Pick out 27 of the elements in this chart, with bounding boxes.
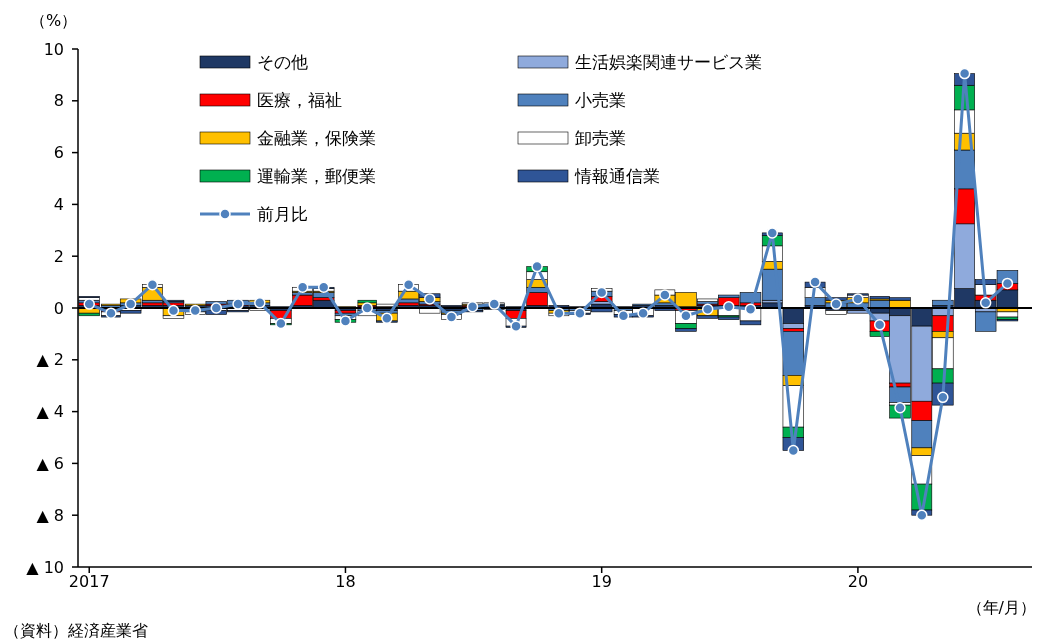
legend-label: 小売業 — [575, 90, 626, 110]
legend-label: 金融業，保険業 — [257, 128, 376, 148]
legend-label: 生活娯楽関連サービス業 — [575, 52, 762, 72]
legend-label: その他 — [257, 52, 308, 72]
legend-label: 情報通信業 — [574, 166, 660, 186]
y-tick-label: 0 — [53, 298, 64, 318]
legend-label: 医療，福祉 — [257, 90, 342, 110]
y-tick-label: ▲ 4 — [36, 402, 64, 422]
y-axis-title: （%） — [30, 10, 78, 30]
legend-label: 運輸業，郵便業 — [257, 166, 376, 186]
y-tick-label: ▲ 8 — [36, 505, 64, 525]
x-axis-title: （年/月） — [966, 597, 1036, 617]
y-tick-label: 6 — [53, 143, 64, 163]
legend-label: 前月比 — [257, 204, 308, 224]
x-tick-label: 20 — [847, 572, 869, 591]
y-tick-label: 8 — [53, 91, 64, 111]
y-tick-label: 2 — [53, 246, 64, 266]
x-tick-label: 18 — [335, 572, 356, 591]
y-tick-label: 4 — [53, 194, 64, 214]
y-tick-label: ▲ 10 — [26, 557, 64, 577]
text: （資料）経済産業省 — [4, 620, 148, 640]
legend-label: 卸売業 — [575, 128, 626, 148]
y-tick-label: ▲ 6 — [36, 453, 64, 473]
x-tick-label: 19 — [591, 572, 612, 591]
y-tick-label: ▲ 2 — [36, 350, 64, 370]
x-tick-label: 2017 — [68, 572, 110, 591]
y-tick-label: 10 — [43, 39, 64, 59]
